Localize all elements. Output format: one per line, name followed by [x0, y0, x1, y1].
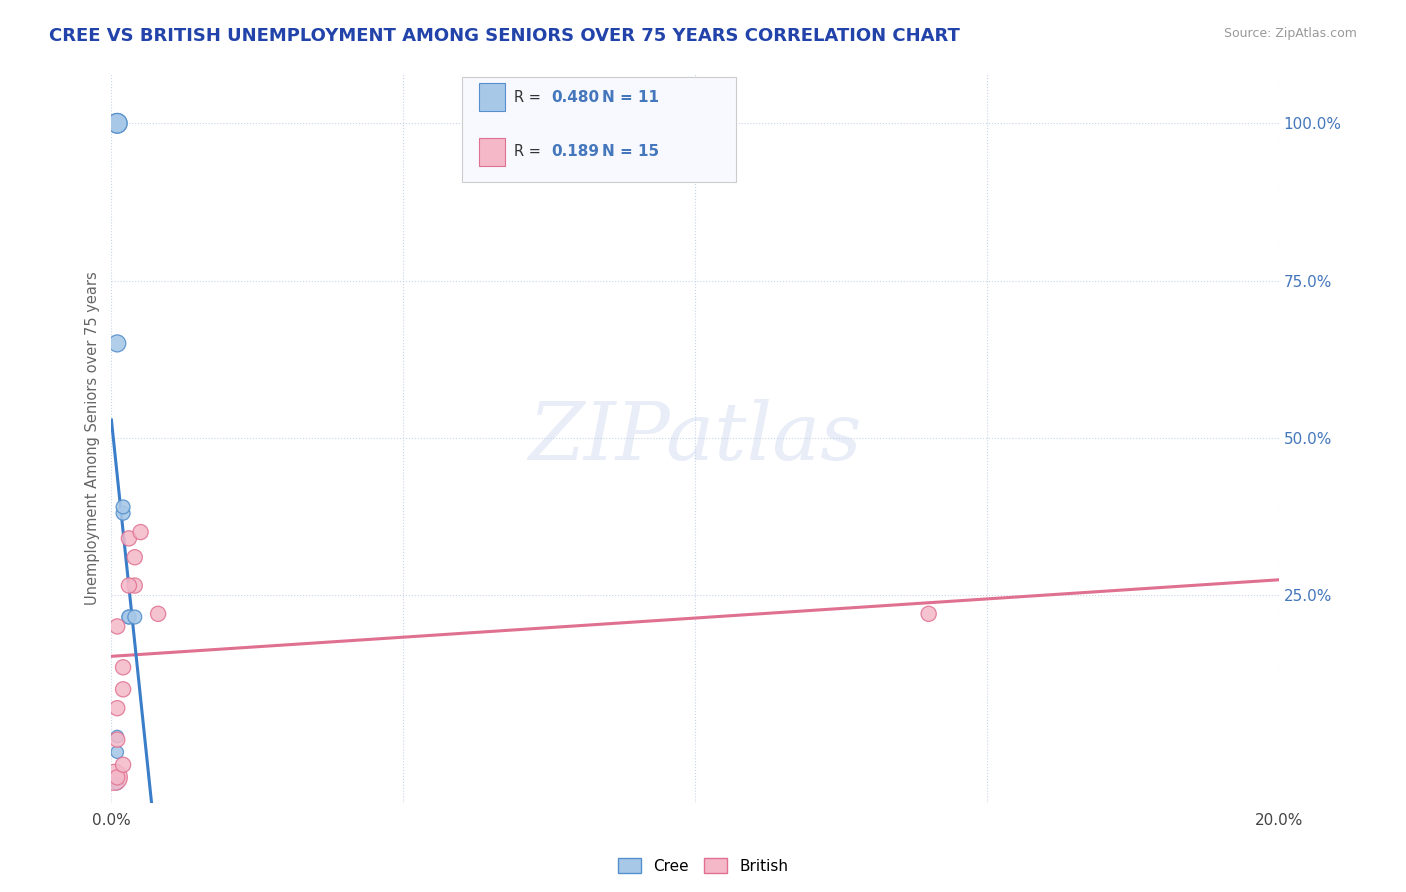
FancyBboxPatch shape [461, 77, 735, 182]
Point [105, 777, 128, 791]
Point [105, 336, 128, 351]
Text: N = 15: N = 15 [602, 145, 659, 160]
Point [124, 610, 146, 624]
FancyBboxPatch shape [479, 138, 505, 166]
Point [105, 116, 128, 130]
Point [112, 757, 135, 772]
Point [105, 116, 128, 130]
Point [105, 701, 128, 715]
Text: 0.480: 0.480 [551, 89, 600, 104]
Point [105, 730, 128, 744]
Point [103, 770, 125, 784]
Point [124, 550, 146, 565]
Text: 0.189: 0.189 [551, 145, 599, 160]
Point [112, 506, 135, 520]
Text: CREE VS BRITISH UNEMPLOYMENT AMONG SENIORS OVER 75 YEARS CORRELATION CHART: CREE VS BRITISH UNEMPLOYMENT AMONG SENIO… [49, 27, 960, 45]
Text: N = 11: N = 11 [602, 89, 659, 104]
Point [918, 607, 941, 621]
Point [146, 607, 169, 621]
Point [105, 770, 128, 784]
Legend: Cree, British: Cree, British [612, 852, 794, 880]
Point [118, 578, 141, 592]
Point [129, 525, 152, 540]
Text: R =: R = [515, 145, 546, 160]
Point [105, 619, 128, 633]
Point [105, 732, 128, 747]
Point [105, 745, 128, 759]
FancyBboxPatch shape [479, 83, 505, 111]
Point [118, 610, 141, 624]
Point [118, 610, 141, 624]
Point [112, 682, 135, 697]
Text: Source: ZipAtlas.com: Source: ZipAtlas.com [1223, 27, 1357, 40]
Text: ZIPatlas: ZIPatlas [529, 399, 862, 476]
Y-axis label: Unemployment Among Seniors over 75 years: Unemployment Among Seniors over 75 years [86, 271, 100, 605]
Text: R =: R = [515, 89, 546, 104]
Point [124, 578, 146, 592]
Point [112, 660, 135, 674]
Point [118, 532, 141, 546]
Point [112, 500, 135, 514]
